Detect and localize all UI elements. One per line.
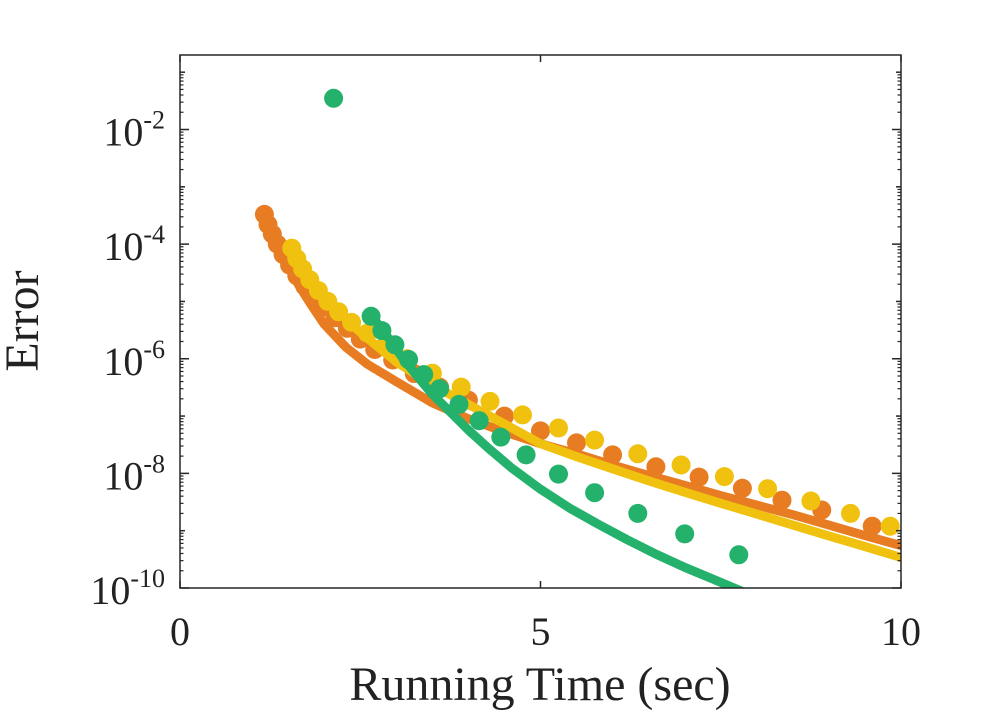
series-2-marker	[513, 405, 532, 425]
series-3-marker	[729, 545, 749, 565]
series-2-marker	[480, 391, 500, 411]
series-2-marker	[841, 503, 860, 523]
series-1-marker	[772, 490, 792, 510]
series-1-marker	[732, 478, 752, 498]
plot-area	[180, 55, 901, 588]
series-3-marker	[469, 411, 489, 431]
y-tick-labels: 10-2 10-4 10-6 10-8 10-10	[90, 106, 165, 613]
x-tick-label: 10	[881, 609, 921, 654]
y-tick-label: 10-8	[103, 449, 165, 498]
series-2-marker	[342, 312, 362, 332]
series-3-marker	[549, 464, 568, 484]
series-2-marker	[880, 516, 900, 536]
series-3-marker	[430, 379, 450, 399]
series-1-marker	[531, 421, 550, 441]
series-1-marker	[646, 457, 666, 477]
series-2-marker	[714, 467, 734, 487]
y-axis-label: Error	[0, 270, 49, 371]
series-3-marker	[628, 503, 648, 523]
series-3-marker	[491, 427, 511, 447]
series-1-marker	[603, 445, 623, 465]
series-1-marker	[862, 516, 882, 536]
series-3-marker	[449, 394, 469, 414]
series-3-marker	[361, 306, 381, 326]
series-layer	[254, 88, 901, 588]
series-1-marker	[567, 433, 586, 453]
series-2-marker	[329, 302, 349, 322]
y-tick-label: 10-10	[90, 564, 165, 613]
series-1-marker	[689, 467, 709, 487]
series-3-marker	[585, 483, 605, 503]
series-3-marker	[516, 445, 536, 465]
y-tick-label: 10-2	[103, 106, 165, 155]
series-3-marker	[385, 335, 405, 355]
x-tick-labels: 0 5 10	[170, 609, 921, 654]
y-tick-label: 10-6	[103, 335, 165, 384]
x-axis-label: Running Time (sec)	[349, 658, 730, 711]
tick-marks	[179, 55, 902, 589]
x-tick-label: 5	[531, 609, 551, 654]
series-3-marker	[399, 350, 419, 369]
series-2-marker	[358, 323, 377, 343]
series-4-marker	[324, 88, 344, 108]
series-2-marker	[451, 377, 471, 397]
y-tick-label: 10-4	[103, 220, 165, 269]
series-3-marker	[414, 365, 434, 385]
series-2-marker	[801, 491, 821, 511]
series-2-marker	[549, 418, 568, 438]
series-2-marker	[628, 444, 648, 464]
series-2-marker	[671, 455, 691, 475]
series-3-marker	[675, 524, 695, 544]
series-3-marker	[372, 321, 392, 341]
series-2-marker	[585, 430, 605, 450]
series-2-marker	[758, 479, 778, 499]
x-tick-label: 0	[170, 609, 190, 654]
